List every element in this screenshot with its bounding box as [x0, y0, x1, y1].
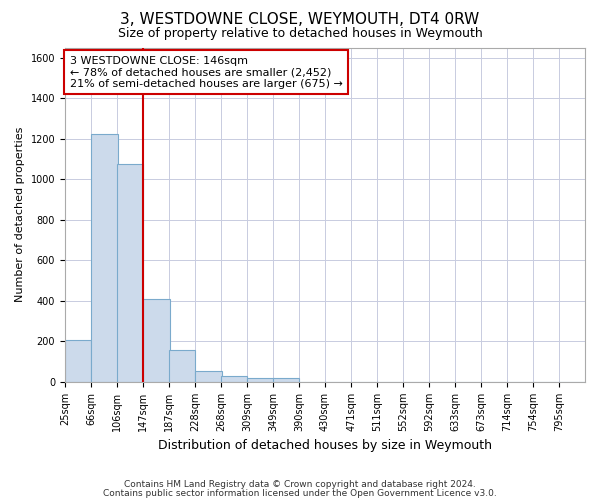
Bar	[247, 378, 274, 382]
Bar	[117, 164, 143, 382]
X-axis label: Distribution of detached houses by size in Weymouth: Distribution of detached houses by size …	[158, 440, 492, 452]
Bar	[273, 378, 299, 382]
Text: Contains HM Land Registry data © Crown copyright and database right 2024.: Contains HM Land Registry data © Crown c…	[124, 480, 476, 489]
Text: Size of property relative to detached houses in Weymouth: Size of property relative to detached ho…	[118, 28, 482, 40]
Bar	[91, 134, 118, 382]
Bar	[169, 350, 195, 382]
Bar	[221, 376, 247, 382]
Bar	[65, 340, 91, 382]
Bar	[143, 299, 170, 382]
Text: 3, WESTDOWNE CLOSE, WEYMOUTH, DT4 0RW: 3, WESTDOWNE CLOSE, WEYMOUTH, DT4 0RW	[121, 12, 479, 28]
Text: Contains public sector information licensed under the Open Government Licence v3: Contains public sector information licen…	[103, 488, 497, 498]
Y-axis label: Number of detached properties: Number of detached properties	[15, 127, 25, 302]
Text: 3 WESTDOWNE CLOSE: 146sqm
← 78% of detached houses are smaller (2,452)
21% of se: 3 WESTDOWNE CLOSE: 146sqm ← 78% of detac…	[70, 56, 343, 89]
Bar	[195, 371, 221, 382]
